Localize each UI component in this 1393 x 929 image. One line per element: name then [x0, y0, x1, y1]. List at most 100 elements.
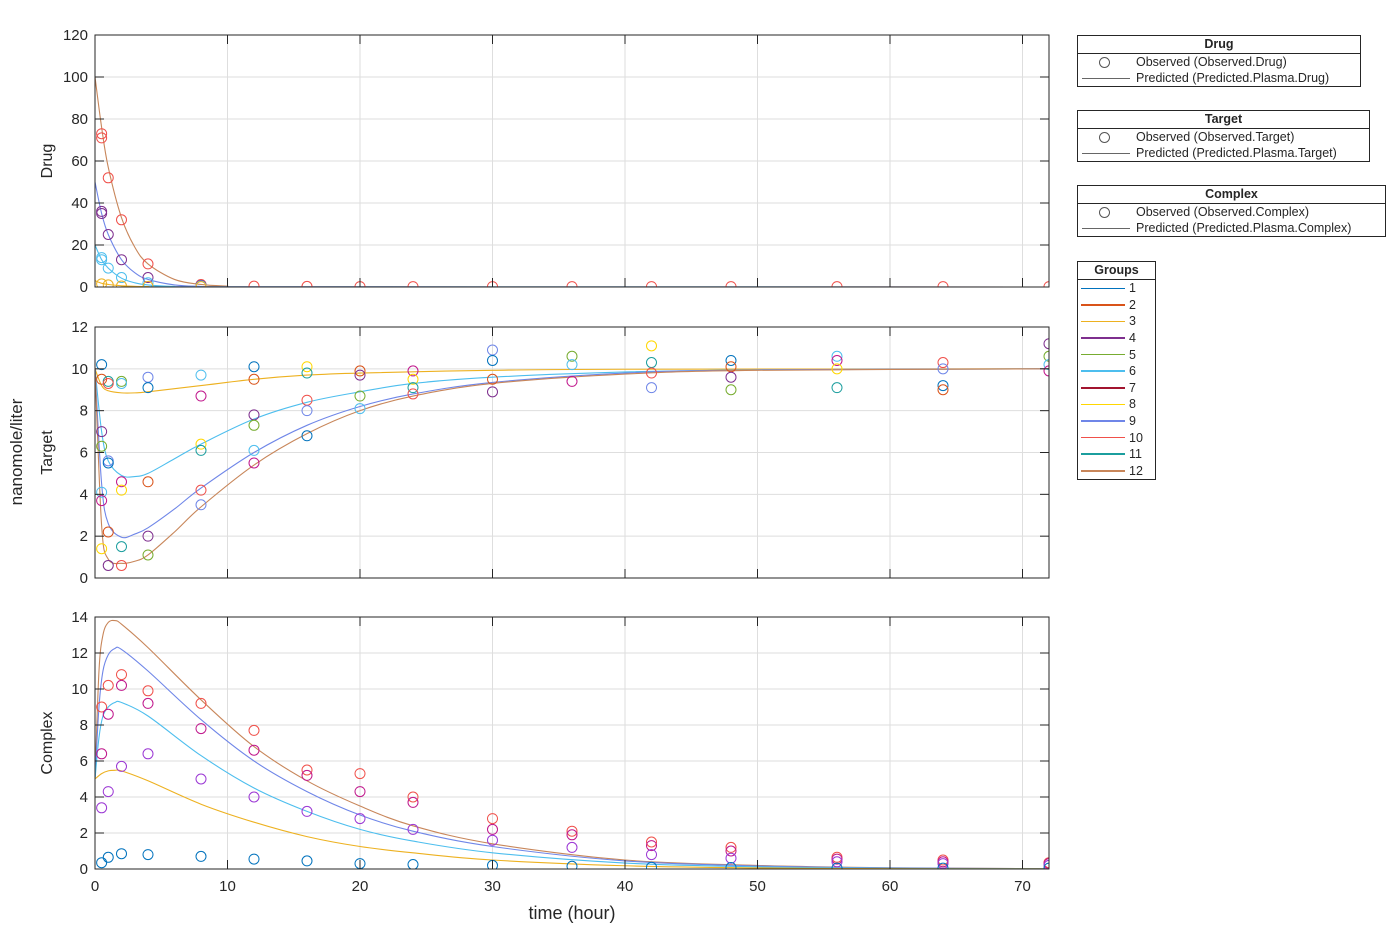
- observed-point: [102, 708, 114, 720]
- line-marker-icon: [1078, 287, 1127, 290]
- observed-point: [487, 823, 498, 835]
- y-tick-label: 8: [80, 403, 88, 420]
- legend-label: Observed (Observed.Complex): [1136, 205, 1309, 219]
- observed-point: [487, 386, 498, 398]
- legend-group-10[interactable]: 10: [1078, 429, 1155, 446]
- legend-entry-predicted[interactable]: Predicted (Predicted.Plasma.Target): [1078, 145, 1369, 161]
- circle-marker-icon: [1078, 56, 1130, 68]
- x-tick-label: 60: [882, 878, 899, 895]
- observed-point: [301, 855, 313, 867]
- predicted-curve: [95, 181, 1049, 287]
- observed-point: [96, 252, 108, 264]
- observed-point: [96, 359, 108, 371]
- observed-point: [116, 760, 127, 772]
- legend-entry-observed[interactable]: Observed (Observed.Target): [1078, 129, 1369, 145]
- legend-complex[interactable]: Complex Observed (Observed.Complex) Pred…: [1077, 185, 1386, 237]
- observed-point: [566, 829, 578, 841]
- y-axis-label: Drug: [39, 144, 56, 179]
- observed-point: [566, 841, 578, 853]
- observed-point: [102, 679, 114, 691]
- observed-point: [96, 132, 108, 144]
- legend-group-2[interactable]: 2: [1078, 297, 1155, 314]
- x-tick-label: 10: [219, 878, 236, 895]
- legend-group-11[interactable]: 11: [1078, 446, 1155, 463]
- legend-group-9[interactable]: 9: [1078, 413, 1155, 430]
- observed-point: [725, 841, 737, 853]
- observed-point: [96, 426, 108, 438]
- y-tick-label: 12: [71, 319, 88, 336]
- observed-point: [831, 350, 843, 362]
- legend-group-1[interactable]: 1: [1078, 280, 1155, 297]
- observed-point: [195, 438, 207, 450]
- observed-point: [96, 373, 108, 385]
- legend-group-7[interactable]: 7: [1078, 380, 1155, 397]
- legend-entry-observed[interactable]: Observed (Observed.Drug): [1078, 54, 1360, 70]
- axes-box: [94, 616, 1050, 870]
- observed-point: [248, 744, 260, 756]
- legend-entry-predicted[interactable]: Predicted (Predicted.Plasma.Drug): [1078, 70, 1360, 86]
- legend-target[interactable]: Target Observed (Observed.Target) Predic…: [1077, 110, 1370, 162]
- legend-group-5[interactable]: 5: [1078, 346, 1155, 363]
- observed-point: [354, 786, 366, 798]
- legend-group-8[interactable]: 8: [1078, 396, 1155, 413]
- line-marker-icon: [1078, 152, 1130, 154]
- legend-drug[interactable]: Drug Observed (Observed.Drug) Predicted …: [1077, 35, 1361, 87]
- observed-point: [96, 486, 108, 498]
- observed-point: [195, 773, 207, 785]
- observed-point: [354, 768, 366, 780]
- legend-label: 11: [1129, 447, 1142, 462]
- line-marker-icon: [1078, 320, 1127, 323]
- legend-group-6[interactable]: 6: [1078, 363, 1155, 380]
- observed-point: [96, 128, 108, 140]
- observed-point: [142, 272, 154, 284]
- legend-group-4[interactable]: 4: [1078, 330, 1155, 347]
- observed-point: [195, 484, 207, 496]
- legend-group-12[interactable]: 12: [1078, 463, 1155, 480]
- y-tick-label: 120: [63, 27, 88, 44]
- observed-point: [142, 748, 154, 760]
- observed-point: [566, 825, 578, 837]
- line-marker-icon: [1078, 304, 1127, 306]
- observed-point: [195, 697, 207, 709]
- legend-label: 5: [1129, 347, 1136, 362]
- observed-point: [142, 530, 154, 542]
- y-tick-label: 2: [80, 528, 88, 545]
- legend-entry-observed[interactable]: Observed (Observed.Complex): [1078, 204, 1385, 220]
- legend-group-3[interactable]: 3: [1078, 313, 1155, 330]
- line-marker-icon: [1078, 337, 1127, 339]
- observed-point: [116, 669, 127, 681]
- observed-point: [116, 214, 127, 226]
- observed-point: [142, 371, 154, 383]
- observed-point: [354, 390, 366, 402]
- legend-title: Groups: [1078, 262, 1155, 280]
- x-tick-label: 30: [484, 878, 501, 895]
- y-tick-label: 20: [71, 237, 88, 254]
- circle-marker-icon: [1078, 206, 1130, 218]
- observed-point: [248, 724, 260, 736]
- observed-point: [1043, 859, 1049, 869]
- y-tick-label: 8: [80, 717, 88, 734]
- observed-point: [646, 367, 657, 379]
- observed-point: [354, 813, 366, 825]
- line-marker-icon: [1078, 353, 1127, 356]
- observed-point: [407, 859, 419, 869]
- observed-point: [407, 791, 419, 803]
- legend-label: 3: [1129, 314, 1136, 329]
- observed-point: [195, 390, 207, 402]
- observed-point: [116, 541, 127, 553]
- observed-point: [725, 384, 737, 396]
- line-marker-icon: [1078, 403, 1127, 406]
- observed-point: [142, 697, 154, 709]
- observed-point: [301, 367, 313, 379]
- observed-point: [102, 786, 114, 798]
- y-tick-label: 0: [80, 861, 88, 878]
- axes: 020406080100120Drug024681012Target024681…: [39, 27, 1050, 895]
- legend-groups[interactable]: Groups 1 2 3 4 5 6 7 8 9 10 11 12: [1077, 261, 1156, 481]
- plot-series: [95, 76, 1049, 869]
- observed-point: [646, 340, 657, 352]
- observed-point: [142, 685, 154, 697]
- legend-entry-predicted[interactable]: Predicted (Predicted.Plasma.Complex): [1078, 220, 1385, 236]
- observed-point: [116, 679, 127, 691]
- panel-drug-series: [95, 76, 1049, 287]
- observed-point: [646, 382, 657, 394]
